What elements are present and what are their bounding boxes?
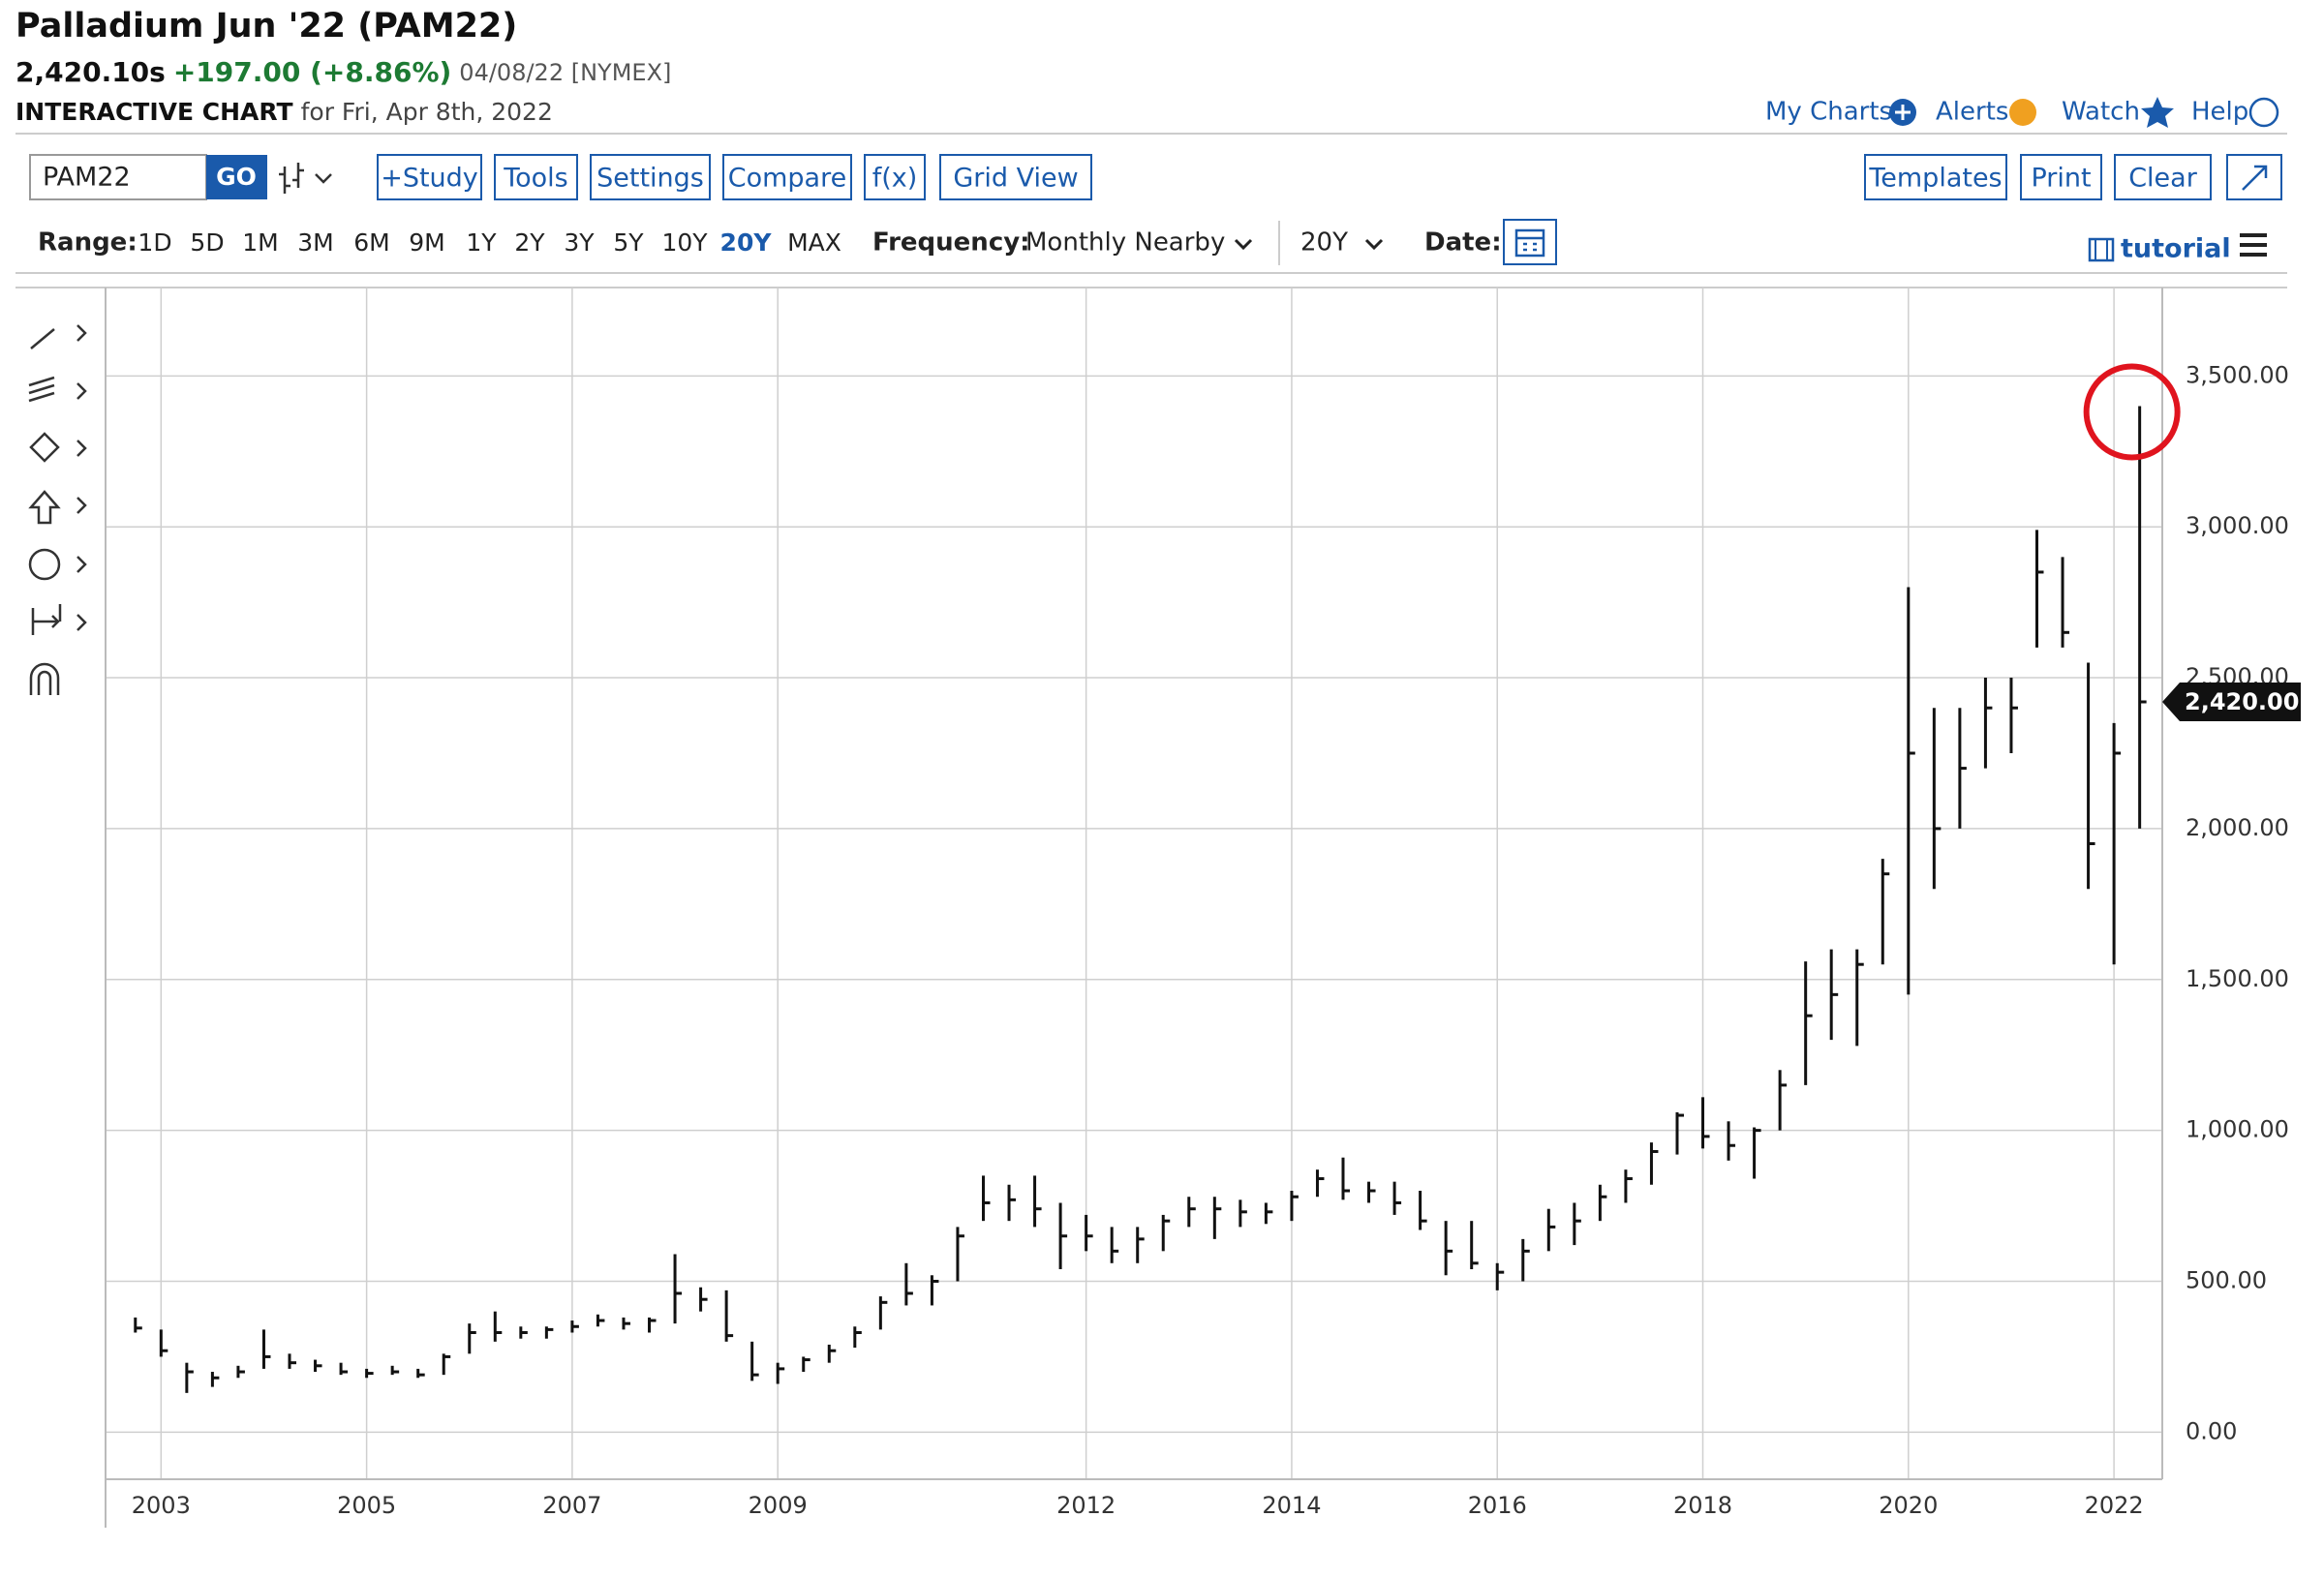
toolbar-button[interactable] (2020, 154, 2102, 200)
chart-label: INTERACTIVE CHART (15, 98, 293, 126)
x-tick-label: 2009 (749, 1492, 808, 1519)
toolbar-button[interactable] (939, 154, 1092, 200)
toolbar-button[interactable] (722, 154, 852, 200)
help-icon (2248, 97, 2279, 128)
toolbar-button[interactable] (1864, 154, 2007, 200)
y-tick-label: 0.00 (2186, 1417, 2237, 1444)
nav-link[interactable]: Alerts (1936, 98, 2008, 127)
tutorial-icon (2088, 237, 2115, 262)
y-tick-label: 1,500.00 (2186, 965, 2289, 992)
expand-button[interactable] (2226, 154, 2282, 200)
toolbar-button-label: Grid View (953, 164, 1078, 194)
range-option[interactable]: MAX (787, 228, 841, 257)
range-option[interactable]: 5D (190, 228, 224, 257)
change: +197.00 (+8.86%) (173, 56, 451, 88)
toolbar-button-label: Clear (2128, 164, 2198, 194)
toolbar-button-label: Settings (596, 164, 704, 194)
chart-date: for Fri, Apr 8th, 2022 (301, 98, 553, 126)
range-option[interactable]: 10Y (661, 228, 708, 257)
toolbar-button[interactable] (377, 154, 482, 200)
chevron (1364, 238, 1384, 251)
quote-line: 2,420.10s +197.00 (+8.86%) 04/08/22 [NYMEX… (15, 56, 671, 88)
toolbar-button-label: Compare (728, 164, 846, 194)
price: 2,420.10s (15, 56, 166, 88)
toolbar-button[interactable] (2114, 154, 2212, 200)
price-tag (2162, 682, 2301, 721)
toolbar-button[interactable] (494, 154, 578, 200)
price-tag-label: 2,420.00 (2185, 688, 2299, 715)
range-label: Range: (38, 228, 138, 258)
period-select[interactable]: 20Y (1300, 228, 1348, 258)
bar-type-menu[interactable] (279, 163, 332, 194)
plus (1895, 105, 1911, 120)
range-option[interactable]: 3M (297, 228, 333, 257)
toolbar-button[interactable] (864, 154, 926, 200)
go-label: GO (216, 163, 257, 191)
alerts-icon (2009, 99, 2036, 126)
date-label: Date: (1424, 228, 1502, 258)
drawing-tools[interactable] (28, 324, 87, 695)
chevron (1234, 238, 1253, 251)
x-tick-label: 2020 (1879, 1492, 1938, 1519)
nav-link[interactable]: Watch (2062, 98, 2140, 127)
x-tick-label: 2012 (1056, 1492, 1116, 1519)
tutorial-link[interactable]: tutorial (2121, 234, 2231, 264)
toolbar-button-label: Print (2031, 164, 2091, 194)
range-option[interactable]: 9M (409, 228, 444, 257)
go-button[interactable] (206, 155, 267, 199)
star-icon (2141, 97, 2174, 128)
title: Palladium Jun '22 (PAM22) (15, 7, 517, 46)
highlight-circle (2083, 363, 2181, 461)
frequency-select[interactable]: Monthly Nearby (1025, 228, 1225, 258)
y-tick-label: 3,500.00 (2186, 361, 2289, 388)
toolbar-button[interactable] (590, 154, 711, 200)
toolbar-button-label: +Study (381, 164, 478, 194)
x-tick-label: 2005 (337, 1492, 396, 1519)
date-exchange: 04/08/22 [NYMEX] (459, 59, 671, 86)
nav-link[interactable]: My Charts (1765, 98, 1892, 127)
x-tick-label: 2022 (2085, 1492, 2144, 1519)
y-tick-label: 3,000.00 (2186, 512, 2289, 539)
x-tick-label: 2007 (542, 1492, 601, 1519)
x-tick-label: 2014 (1262, 1492, 1321, 1519)
symbol-text: PAM22 (43, 163, 131, 193)
range-option[interactable]: 20Y (720, 228, 773, 257)
range-option[interactable]: 5Y (613, 228, 644, 257)
nav-link[interactable]: Help (2191, 98, 2248, 127)
toolbar-button-label: Tools (503, 164, 568, 194)
frequency-label: Frequency: (872, 228, 1030, 258)
y-tick-label: 2,000.00 (2186, 814, 2289, 841)
x-tick-label: 2003 (132, 1492, 191, 1519)
x-tick-label: 2016 (1468, 1492, 1527, 1519)
range-option[interactable]: 1M (242, 228, 278, 257)
x-tick-label: 2018 (1673, 1492, 1732, 1519)
range-option[interactable]: 2Y (514, 228, 545, 257)
chart-heading: INTERACTIVE CHART for Fri, Apr 8th, 2022 (15, 98, 553, 126)
y-tick-label: 1,000.00 (2186, 1116, 2289, 1143)
toolbar-button-label: Templates (1868, 164, 2002, 194)
range-option[interactable]: 3Y (564, 228, 595, 257)
range-option[interactable]: 1D (138, 228, 171, 257)
range-option[interactable]: 6M (353, 228, 389, 257)
menu-icon[interactable] (2240, 233, 2267, 257)
toolbar-button-label: f(x) (872, 164, 918, 194)
range-option[interactable]: 1Y (466, 228, 497, 257)
calendar-button[interactable] (1503, 219, 1557, 265)
y-tick-label: 500.00 (2186, 1267, 2267, 1294)
plot-area: 0.00500.001,000.001,500.002,000.002,500.… (15, 287, 2301, 1528)
